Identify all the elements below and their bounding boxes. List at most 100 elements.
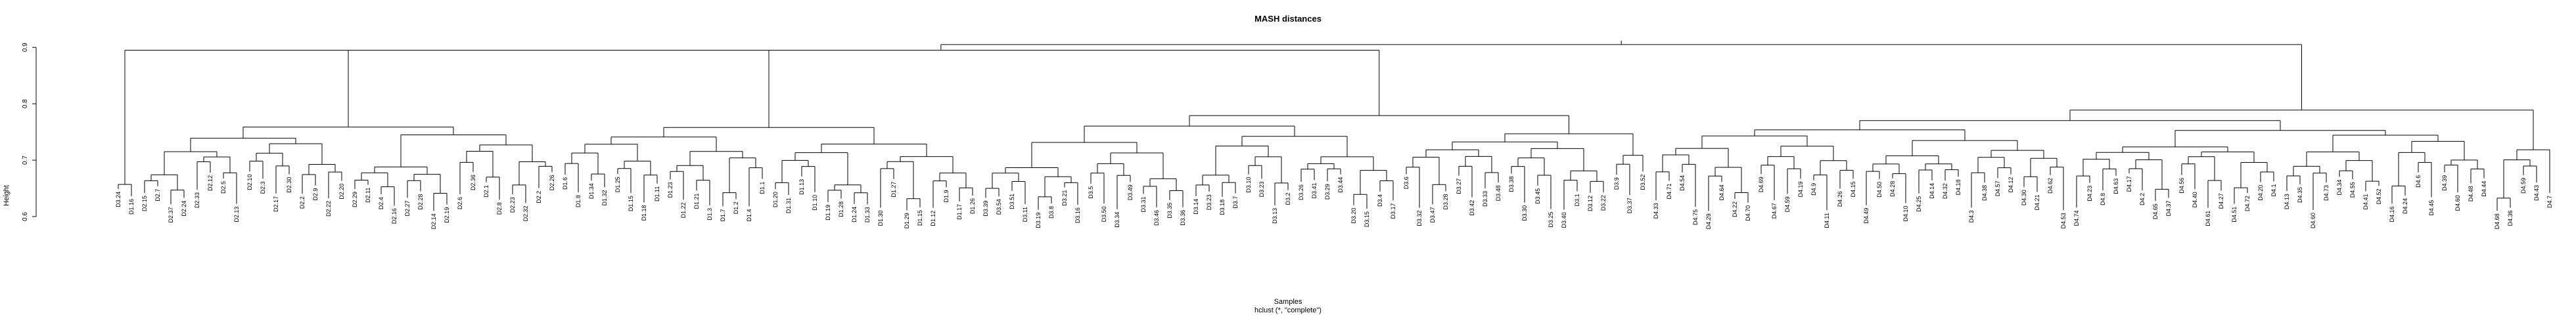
leaf-label: D1.22: [680, 202, 687, 218]
leaf-label: D2.1: [483, 185, 490, 198]
leaf-label: D4.10: [1902, 206, 1909, 222]
leaf-label: D3.42: [1469, 200, 1475, 216]
leaf-label: D1.31: [785, 198, 792, 213]
leaf-label: D3.4: [1377, 194, 1383, 207]
leaf-label: D4.67: [1771, 203, 1778, 219]
leaf-label: D3.15: [1364, 211, 1370, 227]
leaf-label: D4.48: [2468, 186, 2474, 201]
leaf-label: D2.22: [325, 201, 332, 217]
leaf-label: D1.32: [601, 190, 608, 206]
leaf-label: D4.51: [2231, 207, 2238, 222]
leaf-label: D3.44: [1337, 177, 1344, 193]
leaf-label: D4.65: [2152, 203, 2159, 219]
leaf-label: D2.2: [299, 196, 306, 209]
leaf-label: D2.19: [444, 207, 450, 223]
leaf-label: D2.26: [549, 175, 555, 190]
x-axis-label: Samples: [1274, 298, 1302, 306]
leaf-label: D1.1: [759, 182, 766, 194]
leaf-labels: D3.24 D1.16 D2.15 D2.7 D2.37 D2.24 D2.33 D2.12 D…: [115, 175, 2553, 230]
leaf-label: D3.12: [1587, 196, 1594, 211]
leaf-label: D3.38: [1508, 177, 1515, 192]
leaf-label: D3.32: [1416, 211, 1423, 226]
leaf-label: D3.23: [1206, 194, 1212, 210]
leaf-label: D3.21: [1061, 190, 1068, 206]
leaf-label: D3.13: [1272, 208, 1278, 224]
leaf-label: D3.28: [1442, 194, 1449, 209]
leaf-label: D2.13: [233, 207, 240, 222]
leaf-label: D2.4: [378, 197, 384, 209]
leaf-label: D1.21: [693, 193, 700, 209]
leaf-label: D4.6: [2415, 175, 2422, 188]
leaf-label: D3.10: [1245, 177, 1252, 193]
leaf-label: D2.10: [246, 175, 253, 190]
leaf-label: D2.16: [391, 208, 398, 224]
leaf-label: D4.60: [2310, 213, 2316, 228]
leaf-label: D4.57: [1994, 180, 2001, 196]
leaf-label: D3.25: [1548, 212, 1554, 228]
x-axis-sublabel: hclust (*, "complete"): [1254, 306, 1322, 314]
dendrogram-branches: [118, 40, 2550, 211]
leaf-label: D2.14: [430, 213, 437, 229]
leaf-label: D4.39: [2441, 175, 2448, 191]
leaf-label: D1.10: [812, 195, 818, 211]
leaf-label: D4.23: [2086, 186, 2093, 201]
leaf-label: D4.26: [1837, 191, 1843, 207]
leaf-label: D4.64: [1718, 184, 1725, 200]
leaf-label: D4.36: [2507, 210, 2514, 226]
leaf-label: D3.9: [1613, 177, 1620, 190]
leaf-label: D2.36: [470, 175, 476, 190]
leaf-label: D1.29: [904, 213, 910, 228]
leaf-label: D3.52: [1640, 175, 1646, 190]
leaf-label: D2.3: [260, 181, 266, 194]
leaf-label: D1.7: [720, 209, 726, 222]
leaf-label: D1.11: [654, 186, 660, 201]
leaf-label: D3.50: [1101, 206, 1107, 222]
leaf-label: D2.29: [352, 192, 358, 207]
leaf-label: D3.8: [1048, 206, 1055, 219]
leaf-label: D4.50: [1876, 182, 1883, 198]
leaf-label: D4.18: [1955, 179, 1962, 195]
leaf-label: D3.48: [1495, 185, 1502, 201]
leaf-label: D2.11: [365, 188, 371, 203]
leaf-label: D4.24: [2402, 198, 2408, 214]
leaf-label: D3.17: [1390, 203, 1396, 219]
leaf-label: D1.33: [864, 207, 871, 222]
leaf-label: D2.32: [522, 205, 529, 221]
leaf-label: D4.70: [1745, 205, 1751, 221]
leaf-label: D3.37: [1626, 198, 1633, 213]
y-tick-label: 0.8: [22, 99, 29, 108]
leaf-label: D4.43: [2533, 185, 2540, 201]
leaf-label: D2.6: [457, 197, 463, 209]
leaf-label: D1.6: [562, 177, 568, 190]
leaf-label: D2.30: [286, 177, 292, 193]
leaf-label: D3.30: [1521, 205, 1528, 221]
leaf-label: D4.38: [1981, 185, 1988, 201]
leaf-label: D3.19: [1035, 213, 1042, 228]
leaf-label: D4.2: [2139, 193, 2146, 205]
leaf-label: D2.27: [404, 201, 411, 217]
leaf-label: D1.3: [706, 208, 713, 220]
leaf-label: D3.46: [1153, 210, 1160, 226]
leaf-label: D4.56: [2178, 178, 2185, 194]
leaf-label: D4.44: [2481, 181, 2487, 197]
leaf-label: D2.12: [207, 175, 214, 191]
leaf-label: D1.15: [917, 210, 923, 226]
leaf-label: D4.25: [1916, 196, 1922, 212]
leaf-label: D1.4: [746, 209, 752, 221]
leaf-label: D1.16: [128, 199, 135, 215]
leaf-label: D3.33: [1482, 191, 1488, 207]
y-axis-label: Height: [3, 185, 11, 206]
leaf-label: D3.7: [1232, 196, 1239, 209]
leaf-label: D1.27: [890, 182, 897, 198]
leaf-label: D4.54: [1679, 175, 1686, 191]
leaf-label: D2.23: [509, 197, 516, 213]
leaf-label: D3.16: [1074, 207, 1081, 223]
leaf-label: D2.37: [168, 207, 174, 222]
leaf-label: D3.49: [1127, 184, 1134, 200]
leaf-label: D4.59: [2520, 178, 2527, 194]
leaf-label: D1.9: [943, 190, 950, 202]
leaf-label: D4.19: [1797, 181, 1804, 197]
leaf-label: D3.40: [1561, 213, 1567, 228]
leaf-label: D1.15: [628, 196, 634, 211]
